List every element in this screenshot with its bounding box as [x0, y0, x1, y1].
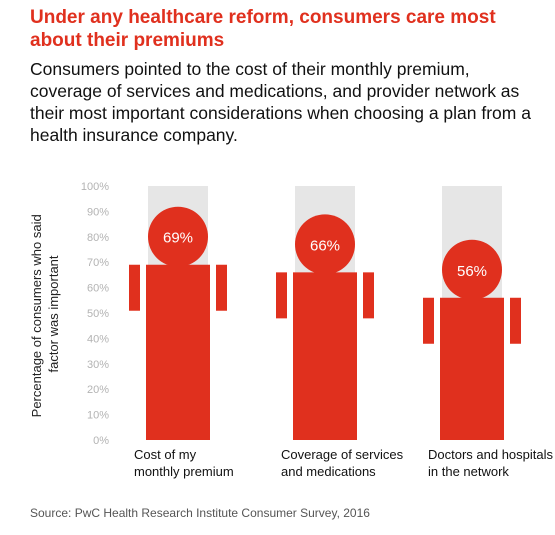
bar-head — [148, 206, 208, 267]
y-tick-label: 40% — [87, 333, 109, 345]
y-tick-label: 90% — [87, 206, 109, 218]
y-tick-label: 50% — [87, 308, 109, 320]
category-label-line: Coverage of services — [281, 447, 404, 462]
category-label-line: Cost of my — [134, 447, 197, 462]
category-label-line: and medications — [281, 464, 376, 479]
category-label: Doctors and hospitals in the network — [428, 447, 554, 479]
y-tick-label: 20% — [87, 384, 109, 396]
category-label-line: in the network — [428, 464, 509, 479]
y-axis-ticks: 0% 10% 20% 30% 40% 50% 60% 70% 80% 90% 100% — [81, 181, 109, 447]
category-label-line: Doctors and hospitals — [428, 447, 554, 462]
bar-arm-right — [363, 272, 374, 319]
bar — [146, 264, 210, 440]
bar-arm-left — [276, 272, 287, 319]
y-tick-label: 60% — [87, 283, 109, 295]
y-tick-label: 0% — [93, 435, 109, 447]
bar — [440, 297, 504, 440]
y-tick-label: 80% — [87, 232, 109, 244]
y-axis-label-line-2: factor was important — [46, 255, 61, 372]
data-label: 69% — [163, 230, 193, 247]
y-axis-label-line-1: Percentage of consumers who said — [29, 214, 44, 417]
y-tick-label: 10% — [87, 410, 109, 422]
y-tick-label: 100% — [81, 181, 109, 193]
y-tick-label: 70% — [87, 257, 109, 269]
bar-head — [295, 214, 355, 275]
bar-arm-right — [216, 264, 227, 311]
chart-title: Under any healthcare reform, consumers c… — [30, 7, 496, 51]
bar-figures: 69% 66% 56% — [129, 186, 521, 440]
category-labels: Cost of my monthly premium Coverage of ser… — [134, 447, 554, 479]
bar-arm-left — [129, 264, 140, 311]
bar-head — [442, 239, 502, 300]
chart-subtitle: Consumers pointed to the cost of their m… — [30, 59, 531, 145]
bar-arm-left — [423, 297, 434, 344]
bar-figure: 56% — [423, 186, 521, 440]
data-label: 66% — [310, 237, 340, 254]
bar-chart: Percentage of consumers who said factor … — [29, 181, 554, 479]
bar — [293, 272, 357, 440]
source-note: Source: PwC Health Research Institute Co… — [30, 506, 370, 520]
bar-figure: 66% — [276, 186, 374, 440]
bar-arm-right — [510, 297, 521, 344]
category-label-line: monthly premium — [134, 464, 234, 479]
category-label: Coverage of services and medications — [281, 447, 404, 479]
bar-figure: 69% — [129, 186, 227, 440]
category-label: Cost of my monthly premium — [134, 447, 234, 479]
y-axis-label: Percentage of consumers who said factor … — [29, 211, 61, 418]
y-tick-label: 30% — [87, 359, 109, 371]
data-label: 56% — [457, 263, 487, 280]
